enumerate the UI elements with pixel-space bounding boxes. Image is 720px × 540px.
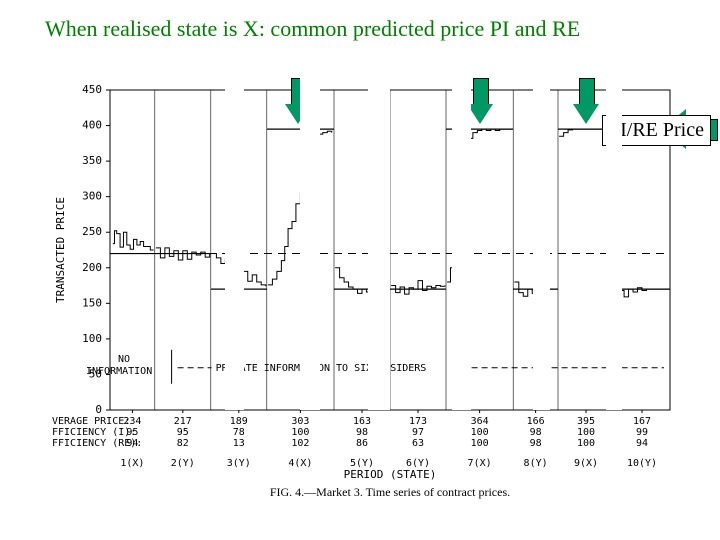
svg-text:250: 250 <box>82 225 102 238</box>
mask-band <box>300 78 320 410</box>
svg-text:450: 450 <box>82 83 102 96</box>
svg-text:100: 100 <box>471 427 489 438</box>
svg-text:98: 98 <box>356 427 368 438</box>
svg-text:395: 395 <box>577 416 595 427</box>
svg-text:INFORMATION: INFORMATION <box>86 366 152 377</box>
mask-band <box>368 78 390 410</box>
svg-text:NO: NO <box>118 354 130 365</box>
svg-text:82: 82 <box>177 438 189 449</box>
svg-text:102: 102 <box>291 438 309 449</box>
svg-text:7(X): 7(X) <box>468 458 492 469</box>
svg-text:VERAGE PRICE:: VERAGE PRICE: <box>52 416 130 427</box>
svg-text:200: 200 <box>82 261 102 274</box>
svg-text:99: 99 <box>636 427 648 438</box>
svg-text:8(Y): 8(Y) <box>524 458 548 469</box>
chart-container: 050100150200250300350400450TRANSACTED PR… <box>50 80 680 500</box>
svg-text:10(Y): 10(Y) <box>627 458 657 469</box>
svg-text:98: 98 <box>530 438 542 449</box>
mask-band <box>533 78 550 410</box>
svg-text:PRIVATE INFORMATION TO SIX: PRIVATE INFORMATION TO SIX INSIDERS <box>216 363 427 374</box>
page-title: When realised state is X: common predict… <box>45 16 580 42</box>
svg-text:167: 167 <box>633 416 651 427</box>
svg-text:94: 94 <box>636 438 648 449</box>
svg-text:98: 98 <box>530 427 542 438</box>
svg-text:3(Y): 3(Y) <box>227 458 251 469</box>
svg-text:86: 86 <box>356 438 368 449</box>
svg-text:95: 95 <box>177 427 189 438</box>
svg-text:217: 217 <box>174 416 192 427</box>
svg-text:100: 100 <box>577 427 595 438</box>
svg-text:150: 150 <box>82 296 102 309</box>
svg-text:97: 97 <box>412 427 424 438</box>
svg-text:100: 100 <box>82 332 102 345</box>
svg-text:94: 94 <box>126 438 138 449</box>
svg-text:163: 163 <box>353 416 371 427</box>
svg-text:1(X): 1(X) <box>120 458 144 469</box>
mask-band <box>606 78 623 410</box>
svg-text:100: 100 <box>291 427 309 438</box>
down-arrow <box>573 78 599 126</box>
mask-band <box>225 78 245 410</box>
svg-text:173: 173 <box>409 416 427 427</box>
mask-band <box>452 78 472 410</box>
svg-text:350: 350 <box>82 154 102 167</box>
time-series-chart: 050100150200250300350400450TRANSACTED PR… <box>50 80 680 500</box>
svg-text:189: 189 <box>230 416 248 427</box>
svg-text:100: 100 <box>471 438 489 449</box>
svg-text:300: 300 <box>82 190 102 203</box>
svg-text:4(X): 4(X) <box>288 458 312 469</box>
svg-text:63: 63 <box>412 438 424 449</box>
svg-text:9(X): 9(X) <box>574 458 598 469</box>
svg-text:78: 78 <box>233 427 245 438</box>
svg-text:95: 95 <box>126 427 138 438</box>
svg-text:TRANSACTED PRICE: TRANSACTED PRICE <box>54 197 67 303</box>
svg-text:0: 0 <box>95 403 102 416</box>
svg-text:364: 364 <box>471 416 489 427</box>
svg-text:PERIOD (STATE): PERIOD (STATE) <box>344 468 437 481</box>
svg-text:13: 13 <box>233 438 245 449</box>
svg-text:303: 303 <box>291 416 309 427</box>
svg-text:FFICIENCY (I):: FFICIENCY (I): <box>52 427 136 438</box>
svg-text:100: 100 <box>577 438 595 449</box>
svg-text:234: 234 <box>123 416 141 427</box>
svg-text:400: 400 <box>82 119 102 132</box>
svg-text:2(Y): 2(Y) <box>171 458 195 469</box>
svg-text:166: 166 <box>527 416 545 427</box>
svg-text:FIG. 4.—Market 3. Time series: FIG. 4.—Market 3. Time series of contrac… <box>270 485 510 499</box>
